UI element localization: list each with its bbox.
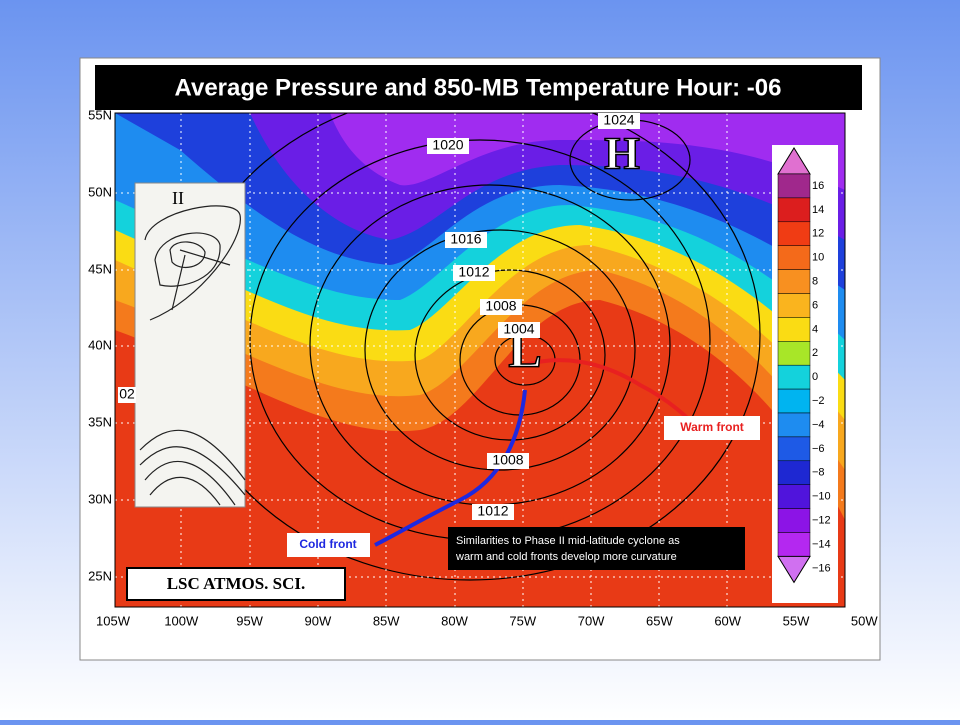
colorbar-cell [777,197,811,223]
colorbar-label: 12 [812,228,824,240]
longitude-label: 100W [164,613,199,628]
inset-label: II [172,188,184,208]
isobar-label-box [487,453,529,469]
longitude-label: 90W [305,613,332,628]
colorbar-label: 4 [812,323,818,335]
colorbar-cell [777,364,811,390]
credit: LSC ATMOS. SCI. [167,574,306,593]
credit-box [126,567,346,601]
colorbar-label: 16 [812,180,824,192]
colorbar-cell [777,269,811,294]
longitude-label: 75W [509,613,536,628]
colorbar-cell [777,436,811,462]
colorbar-label: −12 [812,514,831,526]
latitude-label: 45N [88,261,112,276]
colorbar-cell [777,221,811,246]
title-bar [95,65,862,110]
inset: II [134,182,246,508]
isobar-label: 1024 [603,112,634,128]
latitude-label: 55N [88,107,112,122]
longitude-label: 65W [646,613,673,628]
longitude-label: 55W [783,613,810,628]
latitude-label: 35N [88,414,112,429]
latitude-label: 50N [88,184,112,199]
colorbar-label: −2 [812,395,825,407]
colorbar-cell [777,341,811,366]
isobar-label-box [598,113,640,129]
isobar-label: 1012 [477,503,508,519]
longitude-label: 70W [578,613,605,628]
longitude-label: 80W [441,613,468,628]
isobar-label-box [472,504,514,520]
colorbar-cell [777,460,811,485]
colorbar-label: 8 [812,275,818,287]
longitude-label: 85W [373,613,400,628]
colorbar-tip [777,555,811,584]
isobar-label: 1020 [432,137,463,153]
colorbar-label: 6 [812,299,818,311]
title: Average Pressure and 850-MB Temperature … [175,74,782,101]
isobar-label-box [480,299,522,315]
colorbar-cell [777,388,811,414]
colorbar-label: 0 [812,371,818,383]
longitude-label: 60W [714,613,741,628]
isobar-label: 1016 [450,231,481,247]
cold-front-label: Cold front [299,537,356,551]
warm-front-label: Warm front [680,420,744,434]
longitude-label: 95W [236,613,263,628]
colorbar-label: −6 [812,443,825,455]
cold-front-box [287,533,370,557]
colorbar-label: −8 [812,467,825,479]
isobar-label-box [445,232,487,248]
colorbar-cell [777,412,811,438]
map-frame [114,112,846,608]
colorbar-cell [777,245,811,270]
isobar-label-box [498,322,540,338]
isobar-label-box [118,387,136,403]
colorbar-label: 10 [812,252,824,264]
isobar-label: 1008 [485,298,516,314]
caption-line: Similarities to Phase II mid-latitude cy… [456,535,680,547]
colorbar-label: 2 [812,347,818,359]
isobar-label-box [427,138,469,154]
isobar-label-box [453,265,495,281]
longitude-label: 50W [851,613,878,628]
colorbar-cell [777,484,811,509]
colorbar-label: −14 [812,538,831,550]
colorbar-label: −10 [812,491,831,503]
latitude-label: 40N [88,337,112,352]
colorbar-cell [777,173,811,199]
colorbar-cell [777,508,811,533]
colorbar-label: −16 [812,562,831,574]
colorbar-label: 14 [812,204,824,216]
isobar-label: 02 [119,386,135,402]
high-label: H [604,128,640,179]
latitude-label: 30N [88,491,112,506]
warm-front-box [664,416,760,440]
cold-front-line [374,389,527,547]
isobar-label: 1012 [458,264,489,280]
colorbar-label: −4 [812,419,825,431]
colorbar-cell [777,293,811,318]
isobar-label: 1004 [503,321,534,337]
caption-box [448,527,745,570]
latitude-label: 25N [88,568,112,583]
colorbar-cell [777,532,811,557]
caption-line: warm and cold fronts develop more curvat… [455,551,677,563]
longitude-label: 105W [96,613,131,628]
colorbar-cell [777,317,811,342]
isobar-label: 1008 [492,452,523,468]
